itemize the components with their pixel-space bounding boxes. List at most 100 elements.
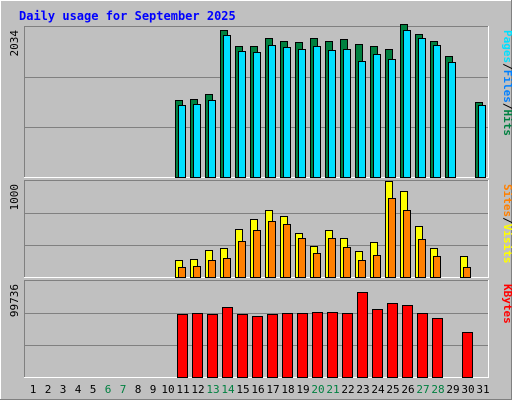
x-tick-label-day-18: 18 — [281, 383, 294, 396]
bar-sites-day-17 — [268, 221, 276, 278]
bar-pages-day-22 — [343, 49, 351, 178]
bar-pages-day-15 — [238, 51, 246, 178]
panel-1-legend-label: Pages/Files/Hits — [501, 30, 512, 136]
bar-pages-day-24 — [373, 54, 381, 178]
bar-kbytes-day-23 — [357, 292, 368, 378]
bar-pages-day-11 — [178, 105, 186, 178]
bar-sites-day-19 — [298, 238, 306, 278]
bar-kbytes-day-19 — [297, 313, 308, 378]
x-tick-label-day-20: 20 — [311, 383, 324, 396]
x-tick-label-day-9: 9 — [150, 383, 157, 396]
bar-pages-day-18 — [283, 47, 291, 178]
bar-sites-day-18 — [283, 224, 291, 278]
legend-part: / — [501, 217, 512, 224]
legend-part: Pages — [501, 30, 512, 63]
panel-2-ytick-label: 1000 — [8, 184, 21, 211]
x-tick-label-day-25: 25 — [386, 383, 399, 396]
bar-kbytes-day-21 — [327, 312, 338, 378]
bar-sites-day-13 — [208, 260, 216, 278]
legend-part: KBytes — [501, 284, 512, 324]
bar-pages-day-23 — [358, 61, 366, 178]
chart-title: Daily usage for September 2025 — [19, 9, 236, 23]
x-tick-label-day-23: 23 — [356, 383, 369, 396]
bar-pages-day-19 — [298, 49, 306, 178]
x-tick-label-day-12: 12 — [191, 383, 204, 396]
bar-pages-day-26 — [403, 30, 411, 178]
x-tick-label-day-26: 26 — [401, 383, 414, 396]
bar-sites-day-30 — [463, 267, 471, 278]
bar-sites-day-28 — [433, 256, 441, 278]
bar-pages-day-13 — [208, 100, 216, 178]
legend-part: / — [501, 63, 512, 70]
bar-kbytes-day-26 — [402, 305, 413, 378]
bar-kbytes-day-18 — [282, 313, 293, 378]
x-tick-label-day-5: 5 — [90, 383, 97, 396]
x-tick-label-day-11: 11 — [176, 383, 189, 396]
x-tick-label-day-13: 13 — [206, 383, 219, 396]
bar-pages-day-25 — [388, 59, 396, 178]
bar-sites-day-21 — [328, 238, 336, 278]
x-tick-label-day-10: 10 — [161, 383, 174, 396]
bar-pages-day-21 — [328, 50, 336, 178]
bar-sites-day-24 — [373, 255, 381, 278]
bar-kbytes-day-16 — [252, 316, 263, 378]
legend-part: Files — [501, 70, 512, 103]
legend-part: Visits — [501, 224, 512, 264]
legend-part: Hits — [501, 110, 512, 137]
panel-1-ytick-label: 2034 — [8, 30, 21, 57]
bar-kbytes-day-24 — [372, 309, 383, 378]
x-tick-label-day-19: 19 — [296, 383, 309, 396]
bar-pages-day-29 — [448, 62, 456, 178]
bar-kbytes-day-25 — [387, 303, 398, 378]
bar-sites-day-26 — [403, 210, 411, 278]
bar-kbytes-day-22 — [342, 313, 353, 378]
x-tick-label-day-29: 29 — [446, 383, 459, 396]
bar-kbytes-day-15 — [237, 314, 248, 378]
x-tick-label-day-24: 24 — [371, 383, 385, 396]
panel-3-ytick-label: 99736 — [8, 284, 21, 317]
bar-pages-day-14 — [223, 35, 231, 178]
x-tick-label-day-30: 30 — [461, 383, 474, 396]
bar-pages-day-20 — [313, 46, 321, 178]
bar-sites-day-20 — [313, 253, 321, 278]
x-tick-label-day-4: 4 — [75, 383, 82, 396]
bar-kbytes-day-11 — [177, 314, 188, 378]
x-tick-label-day-15: 15 — [236, 383, 249, 396]
x-tick-label-day-28: 28 — [431, 383, 444, 396]
bar-sites-day-14 — [223, 258, 231, 278]
bar-kbytes-day-28 — [432, 318, 443, 378]
bar-pages-day-28 — [433, 45, 441, 178]
x-tick-label-day-22: 22 — [341, 383, 354, 396]
x-tick-label-day-3: 3 — [60, 383, 67, 396]
bar-pages-day-31 — [478, 105, 486, 178]
bar-kbytes-day-30 — [462, 332, 473, 378]
panel-2-legend-label: Sites/Visits — [501, 184, 512, 264]
legend-part: / — [501, 103, 512, 110]
bar-pages-day-27 — [418, 38, 426, 178]
x-tick-label-day-6: 6 — [105, 383, 112, 396]
panel-3-legend-label: KBytes — [501, 284, 512, 324]
bar-pages-day-17 — [268, 45, 276, 178]
x-tick-label-day-2: 2 — [45, 383, 52, 396]
x-tick-label-day-31: 31 — [476, 383, 489, 396]
bar-sites-day-27 — [418, 239, 426, 278]
bar-kbytes-day-12 — [192, 313, 203, 378]
bar-kbytes-day-14 — [222, 307, 233, 378]
bar-pages-day-16 — [253, 52, 261, 178]
bar-sites-day-12 — [193, 266, 201, 278]
x-tick-label-day-7: 7 — [120, 383, 127, 396]
x-tick-label-day-21: 21 — [326, 383, 339, 396]
x-tick-label-day-1: 1 — [30, 383, 37, 396]
x-tick-label-day-27: 27 — [416, 383, 429, 396]
bar-kbytes-day-13 — [207, 314, 218, 378]
x-axis-day-labels: 1 2 3 4 5 6 7 8 9 10 11 12 13 14 15 16 17 18 19 20 21 22 23 24 2… — [30, 383, 490, 396]
bar-kbytes-day-17 — [267, 314, 278, 378]
bar-sites-day-15 — [238, 241, 246, 278]
bar-sites-day-16 — [253, 230, 261, 278]
legend-part: Sites — [501, 184, 512, 217]
bar-pages-day-12 — [193, 104, 201, 178]
bar-sites-day-25 — [388, 198, 396, 278]
bar-sites-day-23 — [358, 260, 366, 278]
